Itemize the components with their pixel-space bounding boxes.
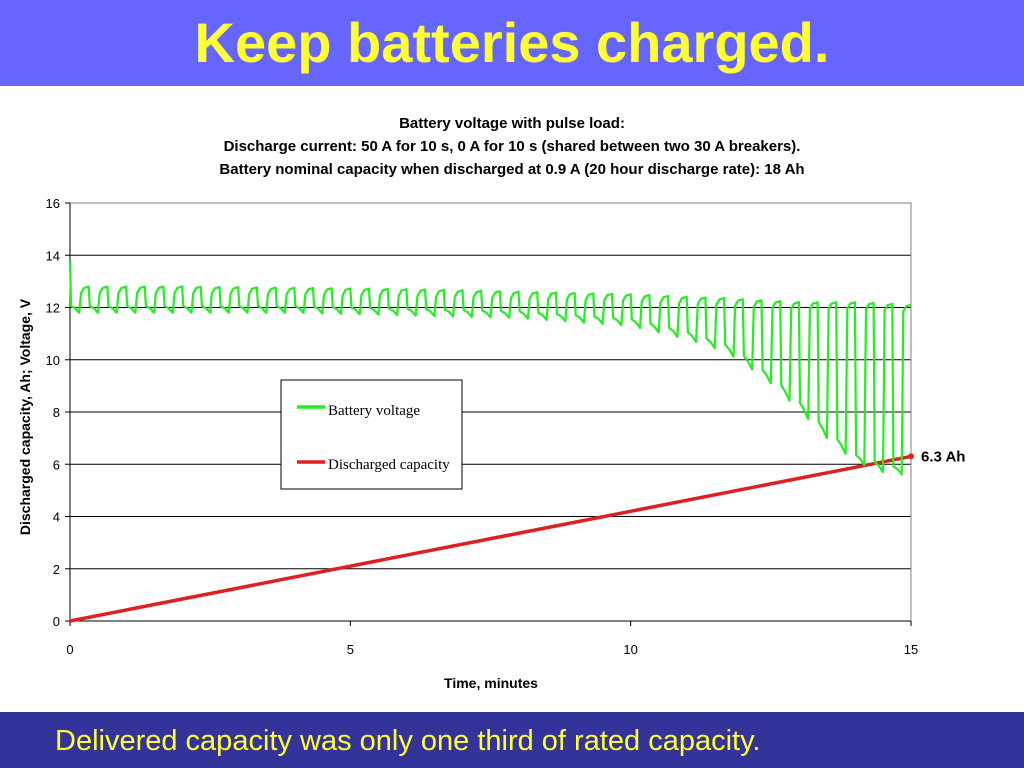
chart-title-line-2: Discharge current: 50 A for 10 s, 0 A fo… [224, 138, 801, 155]
capacity-end-annotation: 6.3 Ah [921, 448, 965, 465]
x-tick-label: 0 [66, 642, 73, 657]
capacity-end-point [908, 453, 914, 460]
y-axis: 0 2 4 6 8 10 12 14 16 [46, 196, 911, 629]
series-battery-voltage-line [68, 260, 912, 476]
legend-label-battery-voltage: Battery voltage [328, 403, 420, 419]
x-tick-label: 10 [623, 642, 637, 657]
y-axis-label: Discharged capacity, Ah; Voltage, V [17, 298, 33, 535]
chart: Battery voltage with pulse load: Discharg… [17, 115, 965, 691]
y-tick-label: 0 [53, 614, 60, 629]
y-tick-label: 4 [53, 510, 60, 525]
x-axis: 0 5 10 15 [66, 621, 918, 657]
y-tick-label: 16 [46, 196, 60, 211]
x-axis-label: Time, minutes [444, 675, 538, 691]
footer-caption: Delivered capacity was only one third of… [55, 725, 761, 757]
legend: Battery voltage Discharged capacity [280, 379, 463, 490]
chart-title: Battery voltage with pulse load: Discharg… [219, 115, 804, 178]
x-tick-label: 15 [904, 642, 918, 657]
y-tick-label: 2 [53, 562, 60, 577]
y-tick-label: 8 [53, 405, 60, 420]
y-tick-label: 12 [46, 301, 60, 316]
gridlines [70, 202, 911, 570]
slide-footer: Delivered capacity was only one third of… [0, 712, 1024, 768]
y-tick-label: 14 [46, 248, 60, 263]
legend-label-discharged-capacity: Discharged capacity [328, 457, 450, 473]
y-tick-label: 6 [53, 457, 60, 472]
chart-title-line-3: Battery nominal capacity when discharged… [219, 161, 804, 178]
slide-header: Keep batteries charged. [0, 0, 1024, 86]
legend-box [280, 379, 463, 490]
series-discharged-capacity-line [69, 454, 912, 623]
slide-title: Keep batteries charged. [194, 11, 830, 74]
x-tick-label: 5 [347, 642, 354, 657]
y-tick-label: 10 [46, 353, 60, 368]
chart-title-line-1: Battery voltage with pulse load: [399, 115, 625, 132]
